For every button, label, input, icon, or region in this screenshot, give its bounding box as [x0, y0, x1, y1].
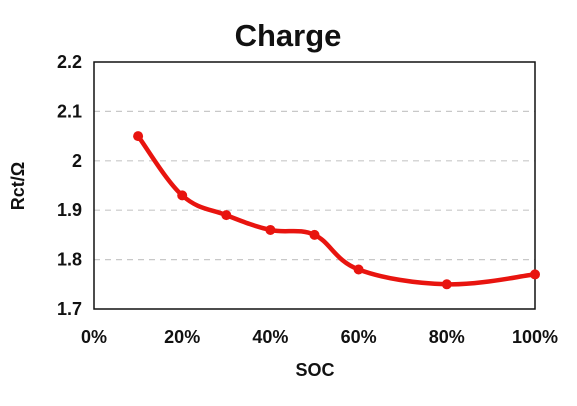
y-axis-label: Rct/Ω — [8, 162, 28, 210]
grid-lines — [94, 110, 535, 261]
data-point — [530, 269, 540, 280]
data-point — [177, 190, 188, 201]
x-tick-label: 0% — [81, 327, 107, 347]
data-point — [353, 264, 364, 275]
x-tick-label: 100% — [512, 327, 558, 347]
plot-area-frame — [93, 61, 536, 310]
y-axis-ticks: 1.7 1.8 1.9 2 2.1 2.2 — [57, 52, 82, 319]
data-point — [133, 131, 144, 142]
x-tick-label: 80% — [429, 327, 465, 347]
series-points — [133, 131, 540, 290]
x-axis-ticks: 0% 20% 40% 60% 80% 100% — [81, 327, 558, 347]
x-tick-label: 20% — [164, 327, 200, 347]
data-point — [265, 224, 276, 235]
data-point — [221, 210, 232, 221]
x-tick-label: 60% — [341, 327, 377, 347]
y-tick-label: 1.8 — [57, 250, 82, 270]
y-tick-label: 2.2 — [57, 52, 82, 72]
chart-title: Charge — [235, 18, 342, 53]
y-tick-label: 2 — [72, 151, 82, 171]
y-tick-label: 1.9 — [57, 200, 82, 220]
x-tick-label: 40% — [252, 327, 288, 347]
x-axis-label: SOC — [295, 360, 334, 380]
data-point — [441, 279, 452, 290]
y-tick-label: 2.1 — [57, 101, 82, 121]
y-tick-label: 1.7 — [57, 299, 82, 319]
data-point — [309, 229, 320, 240]
